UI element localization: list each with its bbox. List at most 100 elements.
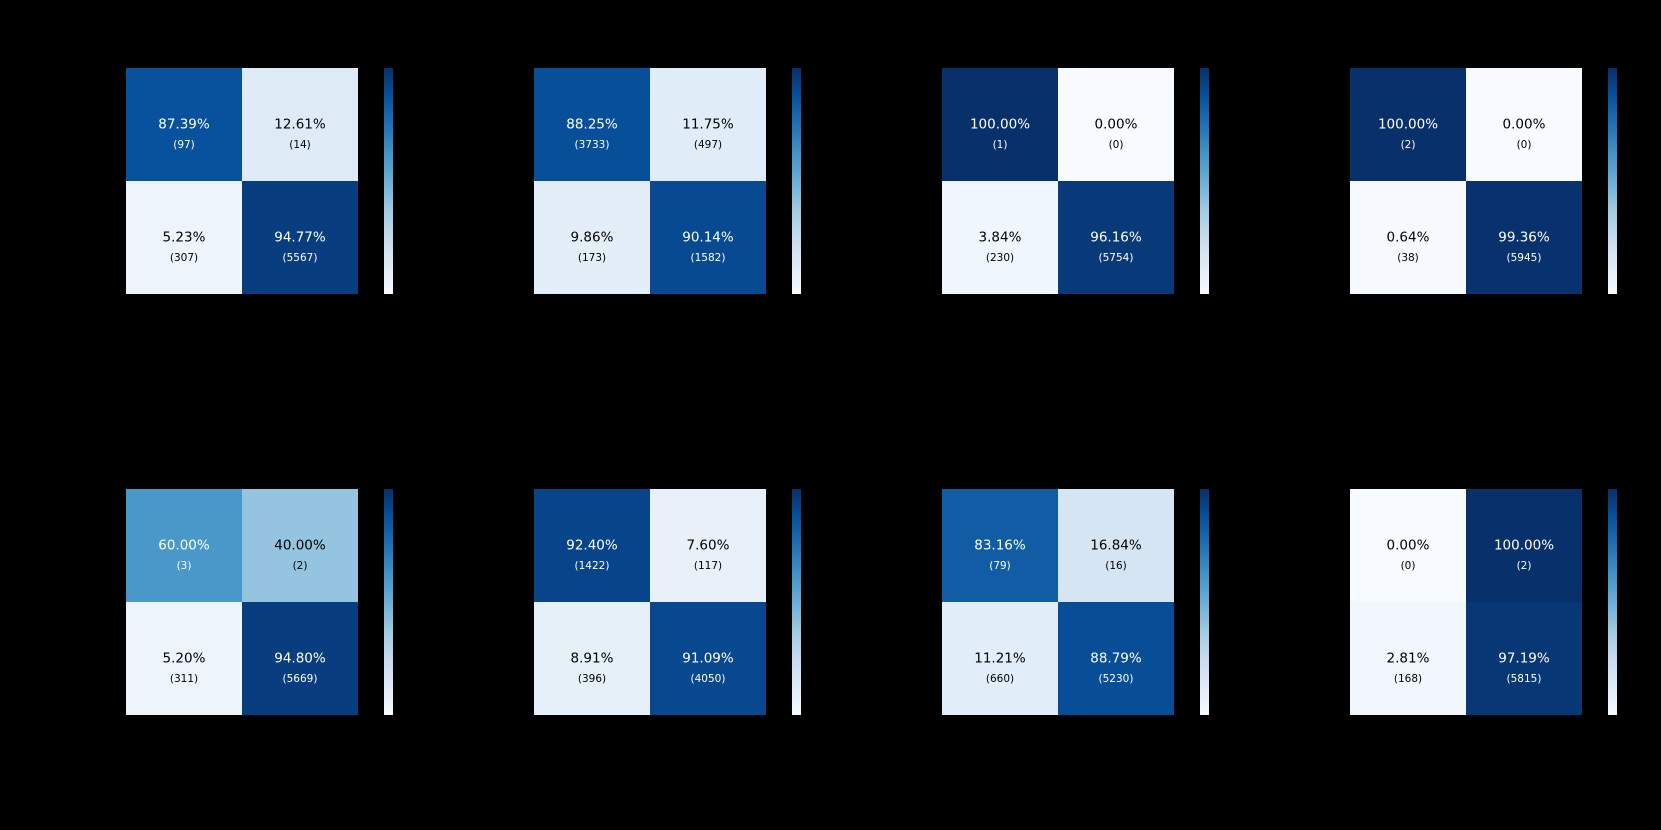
cell-count: (4050)	[690, 672, 726, 685]
cell-count: (5754)	[1098, 251, 1134, 264]
cell-percentage: 9.86%	[570, 228, 614, 245]
cell-percentage: 100.00%	[969, 115, 1031, 132]
matrix-cell: 3.84% (230)	[942, 181, 1058, 294]
matrix-cell: 5.23% (307)	[126, 181, 242, 294]
cell-count: (5567)	[282, 251, 318, 264]
matrix-cell: 96.16% (5754)	[1058, 181, 1174, 294]
cell-count: (38)	[1397, 251, 1419, 264]
matrix-cell: 2.81% (168)	[1350, 602, 1466, 715]
cell-count: (173)	[577, 251, 607, 264]
cell-count: (0)	[1516, 138, 1532, 151]
cell-percentage: 92.40%	[566, 536, 618, 553]
cell-percentage: 96.16%	[1090, 228, 1142, 245]
cell-count: (1422)	[574, 559, 610, 572]
cell-count: (2)	[292, 559, 308, 572]
cell-percentage: 11.21%	[974, 649, 1026, 666]
cell-percentage: 100.00%	[1493, 536, 1555, 553]
cell-count: (307)	[169, 251, 199, 264]
colorbar	[384, 489, 393, 715]
cell-count: (230)	[985, 251, 1015, 264]
cell-percentage: 16.84%	[1090, 536, 1142, 553]
cell-count: (1582)	[690, 251, 726, 264]
cell-percentage: 2.81%	[1386, 649, 1430, 666]
colorbar	[1200, 489, 1209, 715]
cell-count: (0)	[1400, 559, 1416, 572]
matrix-cell: 88.79% (5230)	[1058, 602, 1174, 715]
matrix-cell: 0.00% (0)	[1466, 68, 1582, 181]
cell-count: (497)	[693, 138, 723, 151]
cell-count: (5669)	[282, 672, 318, 685]
cell-percentage: 5.23%	[162, 228, 206, 245]
matrix-cell: 100.00% (1)	[942, 68, 1058, 181]
colorbar	[1608, 489, 1617, 715]
colorbar	[1608, 68, 1617, 294]
matrix-cell: 83.16% (79)	[942, 489, 1058, 602]
cell-count: (3)	[176, 559, 192, 572]
cell-count: (5945)	[1506, 251, 1542, 264]
cell-percentage: 12.61%	[274, 115, 326, 132]
matrix-cell: 100.00% (2)	[1350, 68, 1466, 181]
matrix-cell: 91.09% (4050)	[650, 602, 766, 715]
cell-percentage: 83.16%	[974, 536, 1026, 553]
matrix-cell: 0.00% (0)	[1058, 68, 1174, 181]
matrix-cell: 97.19% (5815)	[1466, 602, 1582, 715]
cell-percentage: 0.00%	[1094, 115, 1138, 132]
matrix-cell: 0.00% (0)	[1350, 489, 1466, 602]
cell-count: (16)	[1105, 559, 1127, 572]
cell-percentage: 8.91%	[570, 649, 614, 666]
cell-count: (14)	[289, 138, 311, 151]
matrix-cell: 7.60% (117)	[650, 489, 766, 602]
cell-percentage: 3.84%	[978, 228, 1022, 245]
matrix-cell: 11.21% (660)	[942, 602, 1058, 715]
cell-percentage: 11.75%	[682, 115, 734, 132]
confusion-matrix-heatmap: 100.00% (1) 0.00% (0) 3.84% (230) 96.16% (5754)	[942, 68, 1174, 294]
cell-count: (0)	[1108, 138, 1124, 151]
cell-percentage: 0.64%	[1386, 228, 1430, 245]
cell-count: (3733)	[574, 138, 610, 151]
confusion-matrix-heatmap: 0.00% (0) 100.00% (2) 2.81% (168) 97.19% (5815)	[1350, 489, 1582, 715]
matrix-cell: 8.91% (396)	[534, 602, 650, 715]
colorbar	[792, 489, 801, 715]
confusion-matrix-heatmap: 100.00% (2) 0.00% (0) 0.64% (38) 99.36% (5945)	[1350, 68, 1582, 294]
confusion-matrix-heatmap: 88.25% (3733) 11.75% (497) 9.86% (173) 90.14% (…	[534, 68, 766, 294]
colorbar	[1200, 68, 1209, 294]
cell-percentage: 5.20%	[162, 649, 206, 666]
cell-count: (1)	[992, 138, 1008, 151]
cell-percentage: 0.00%	[1386, 536, 1430, 553]
colorbar	[792, 68, 801, 294]
cell-count: (5815)	[1506, 672, 1542, 685]
cell-count: (79)	[989, 559, 1011, 572]
cell-percentage: 91.09%	[682, 649, 734, 666]
cell-count: (311)	[169, 672, 199, 685]
cell-percentage: 40.00%	[274, 536, 326, 553]
confusion-matrix-heatmap: 87.39% (97) 12.61% (14) 5.23% (307) 94.77% (556…	[126, 68, 358, 294]
matrix-cell: 100.00% (2)	[1466, 489, 1582, 602]
cell-count: (2)	[1400, 138, 1416, 151]
cell-percentage: 88.25%	[566, 115, 618, 132]
matrix-cell: 88.25% (3733)	[534, 68, 650, 181]
cell-percentage: 90.14%	[682, 228, 734, 245]
matrix-cell: 92.40% (1422)	[534, 489, 650, 602]
matrix-cell: 0.64% (38)	[1350, 181, 1466, 294]
matrix-cell: 12.61% (14)	[242, 68, 358, 181]
cell-percentage: 100.00%	[1377, 115, 1439, 132]
cell-percentage: 87.39%	[158, 115, 210, 132]
matrix-cell: 90.14% (1582)	[650, 181, 766, 294]
cell-count: (2)	[1516, 559, 1532, 572]
matrix-cell: 16.84% (16)	[1058, 489, 1174, 602]
cell-count: (168)	[1393, 672, 1423, 685]
cell-percentage: 97.19%	[1498, 649, 1550, 666]
matrix-cell: 11.75% (497)	[650, 68, 766, 181]
matrix-cell: 9.86% (173)	[534, 181, 650, 294]
matrix-cell: 5.20% (311)	[126, 602, 242, 715]
cell-percentage: 99.36%	[1498, 228, 1550, 245]
cell-count: (5230)	[1098, 672, 1134, 685]
matrix-cell: 60.00% (3)	[126, 489, 242, 602]
cell-count: (117)	[693, 559, 723, 572]
cell-count: (97)	[173, 138, 195, 151]
cell-percentage: 0.00%	[1502, 115, 1546, 132]
cell-count: (660)	[985, 672, 1015, 685]
matrix-cell: 87.39% (97)	[126, 68, 242, 181]
matrix-cell: 40.00% (2)	[242, 489, 358, 602]
